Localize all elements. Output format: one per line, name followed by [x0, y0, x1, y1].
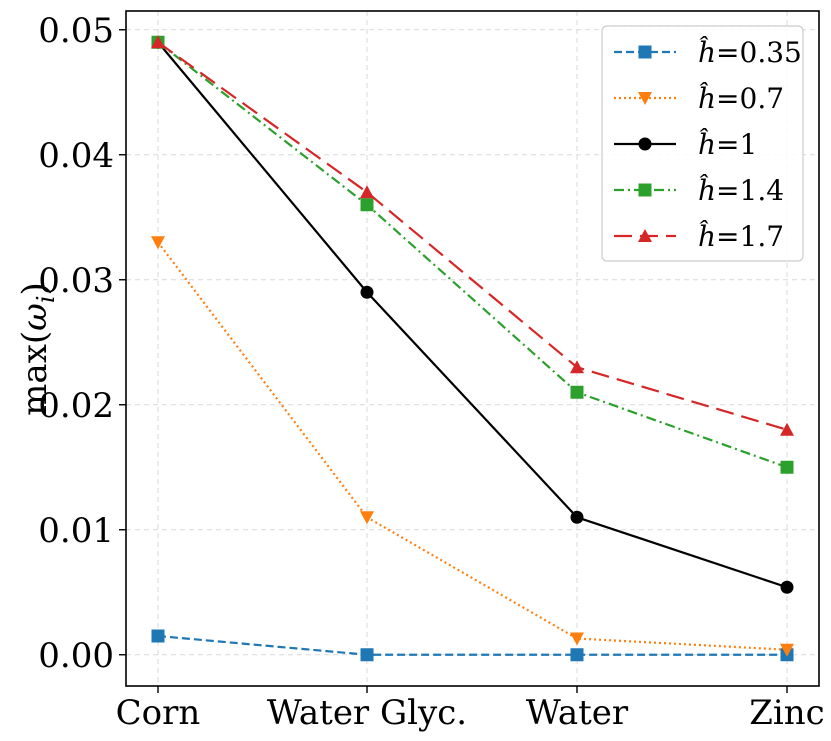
legend-label-value: 1.7: [740, 220, 785, 253]
data-point: [360, 198, 374, 212]
x-tick-label: Water: [526, 693, 629, 733]
data-point: [570, 360, 584, 374]
legend-label-prefix: ĥ=: [698, 174, 740, 207]
legend-label-value: 1: [740, 128, 758, 161]
series-layer: [151, 35, 794, 662]
legend-box: [601, 25, 804, 262]
y-tick-label: 0.02: [38, 386, 114, 426]
legend-marker: [638, 45, 652, 59]
data-point: [570, 648, 584, 662]
y-axis-label-close: ): [15, 282, 55, 295]
y-tick-label: 0.04: [38, 136, 114, 176]
legend-label: ĥ=0.35: [698, 36, 802, 69]
plot-frame: [125, 10, 820, 687]
legend-marker: [638, 137, 652, 151]
legend-label-prefix: ĥ=: [698, 82, 740, 115]
data-point: [570, 510, 584, 524]
data-point: [151, 629, 165, 643]
data-point: [151, 236, 165, 250]
series-0: [151, 629, 794, 662]
series-line: [157, 41, 788, 431]
series-line: [157, 41, 788, 469]
y-axis-label-symbol: ω: [15, 303, 55, 331]
x-tick-label: Water Glyc.: [267, 693, 467, 733]
svg-text:max(ωi): max(ωi): [15, 282, 60, 416]
legend-label: ĥ=1.4: [698, 174, 784, 207]
data-point: [360, 511, 374, 525]
data-point: [570, 632, 584, 646]
y-axis-label-main: max(: [15, 331, 55, 416]
y-tick-label: 0.00: [38, 636, 114, 676]
data-point: [360, 185, 374, 199]
y-tick-label: 0.03: [38, 261, 114, 301]
legend-label: ĥ=1: [698, 128, 757, 161]
y-axis-label: max(ωi): [15, 282, 60, 416]
data-point: [780, 422, 794, 436]
y-tick-label: 0.01: [38, 511, 114, 551]
series-line: [157, 241, 788, 651]
legend-label-value: 0.7: [740, 82, 785, 115]
data-point: [360, 285, 374, 299]
legend: ĥ=0.35ĥ=0.7ĥ=1ĥ=1.4ĥ=1.7: [601, 25, 804, 262]
legend-label: ĥ=0.7: [698, 82, 784, 115]
series-4: [151, 35, 794, 436]
data-point: [780, 580, 794, 594]
y-axis-label-sub: i: [32, 295, 60, 303]
legend-label-prefix: ĥ=: [698, 220, 740, 253]
legend-label-prefix: ĥ=: [698, 36, 740, 69]
x-tick-label: Corn: [116, 693, 201, 733]
data-point: [360, 648, 374, 662]
legend-marker: [638, 92, 652, 105]
data-point: [780, 643, 794, 657]
y-tick-label: 0.05: [38, 11, 114, 51]
legend-marker: [638, 229, 652, 242]
series-line: [157, 634, 787, 656]
legend-label: ĥ=1.7: [698, 220, 784, 253]
legend-label-prefix: ĥ=: [698, 128, 740, 161]
data-point: [570, 385, 584, 399]
x-tick-label: Zinc: [749, 693, 824, 733]
legend-marker: [638, 183, 652, 197]
legend-label-value: 1.4: [740, 174, 785, 207]
axis-ticks: 0.00 0.01 0.02 0.03 0.04 0.05 Corn Water Glyc. W…: [38, 11, 824, 733]
series-line: [157, 41, 788, 589]
data-point: [151, 35, 165, 49]
legend-label-value: 0.35: [740, 36, 802, 69]
series-1: [151, 236, 794, 657]
data-point: [780, 460, 794, 474]
